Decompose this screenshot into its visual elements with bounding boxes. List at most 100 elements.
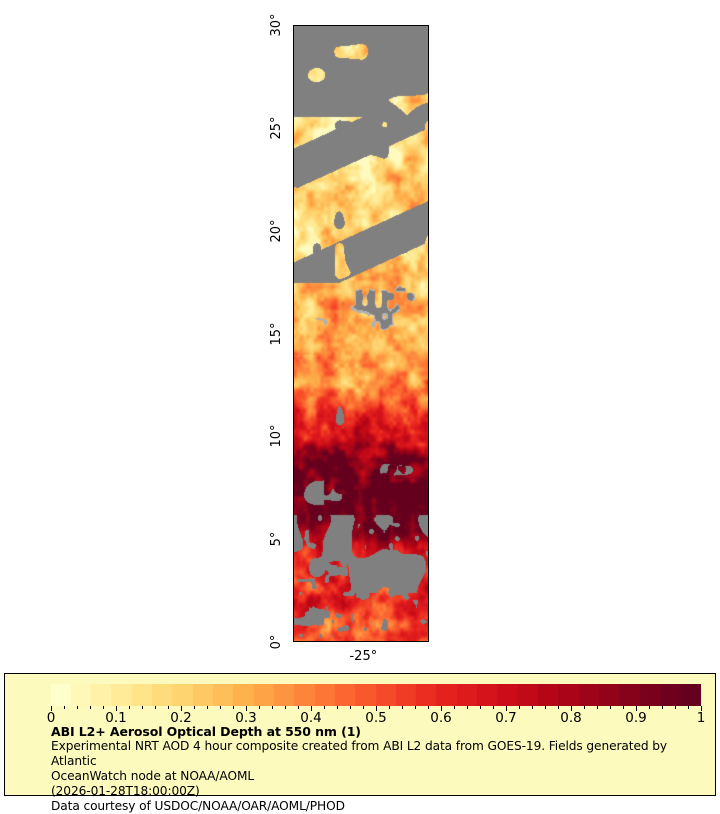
- map-plot-area[interactable]: [293, 25, 429, 642]
- y-axis-tick-minor: [293, 417, 294, 418]
- colorbar-tick-major: [181, 706, 182, 711]
- colorbar-tick-minor: [194, 706, 195, 709]
- caption-title: ABI L2+ Aerosol Optical Depth at 550 nm …: [51, 724, 361, 739]
- y-axis-tick-minor: [293, 293, 294, 294]
- colorbar-tick-minor: [389, 706, 390, 709]
- x-axis-tick-minor: [317, 641, 318, 642]
- colorbar-tick-minor: [64, 706, 65, 709]
- y-axis-tick-label: 15°: [269, 321, 284, 346]
- legend-panel: 0 0.1 0.2 0.3 0.4 0.5 0.6 0.7 0.8 0.9 1 ABI L2+ Ae…: [4, 673, 716, 813]
- colorbar-tick-minor: [597, 706, 598, 709]
- caption-line-2: OceanWatch node at NOAA/AOML: [51, 769, 255, 783]
- colorbar-tick-minor: [272, 706, 273, 709]
- map-panel: -25° 0° 5° 10° 15° 20° 25° 30°: [269, 13, 429, 664]
- y-axis-tick-minor: [293, 520, 294, 521]
- colorbar-tick-label: 0.9: [625, 710, 647, 726]
- colorbar-tick-minor: [285, 706, 286, 709]
- y-axis-tick-minor: [293, 396, 294, 397]
- colorbar-tick-minor: [77, 706, 78, 709]
- colorbar-tick-minor: [155, 706, 156, 709]
- y-axis-tick-minor: [293, 47, 294, 48]
- y-axis-tick-minor: [293, 170, 294, 171]
- colorbar-gradient: [51, 684, 701, 706]
- colorbar-tick-minor: [545, 706, 546, 709]
- colorbar-tick-label: 0.5: [365, 710, 387, 726]
- x-axis-tick-minor: [411, 641, 412, 642]
- colorbar-tick-major: [116, 706, 117, 711]
- y-axis-tick-minor: [293, 478, 294, 479]
- caption-line-3: (2026-01-28T18:00:00Z): [51, 783, 200, 798]
- y-axis-tick-major: [293, 232, 294, 233]
- colorbar-tick-minor: [662, 706, 663, 709]
- colorbar-tick-minor: [103, 706, 104, 709]
- colorbar-tick-minor: [519, 706, 520, 709]
- y-axis-tick-minor: [293, 602, 294, 603]
- y-axis-tick-label: 5°: [269, 531, 284, 547]
- x-axis-tick-minor: [333, 641, 334, 642]
- colorbar-tick-minor: [454, 706, 455, 709]
- y-axis-tick-major: [293, 335, 294, 336]
- y-axis-tick-minor: [293, 314, 294, 315]
- caption-line-4: Data courtesy of USDOC/NOAA/OAR/AOML/PHO…: [51, 798, 345, 813]
- colorbar-tick-minor: [350, 706, 351, 709]
- colorbar-tick-minor: [207, 706, 208, 709]
- y-axis-tick-minor: [293, 622, 294, 623]
- colorbar-tick-minor: [649, 706, 650, 709]
- colorbar-tick-minor: [233, 706, 234, 709]
- y-axis-tick-minor: [293, 561, 294, 562]
- x-axis-tick-minor: [380, 641, 381, 642]
- y-axis-tick-minor: [293, 191, 294, 192]
- x-axis-tick-label: -25°: [349, 649, 378, 664]
- x-axis-tick-minor: [349, 641, 350, 642]
- y-axis-tick-major: [293, 437, 294, 438]
- colorbar-tick-minor: [493, 706, 494, 709]
- colorbar-tick-minor: [675, 706, 676, 709]
- colorbar-tick-minor: [337, 706, 338, 709]
- colorbar-tick-minor: [610, 706, 611, 709]
- y-axis-tick-minor: [293, 273, 294, 274]
- y-axis-tick-major: [293, 129, 294, 130]
- colorbar-tick-minor: [324, 706, 325, 709]
- y-axis-tick-minor: [293, 67, 294, 68]
- y-axis-tick-minor: [293, 355, 294, 356]
- y-axis-tick-minor: [293, 108, 294, 109]
- colorbar-tick-label: 0.6: [430, 710, 452, 726]
- colorbar-tick-major: [571, 706, 572, 711]
- y-axis-tick-minor: [293, 376, 294, 377]
- colorbar-tick-label: 0.7: [495, 710, 517, 726]
- y-axis-tick-major: [293, 26, 294, 27]
- colorbar-tick-minor: [415, 706, 416, 709]
- colorbar-tick-major: [636, 706, 637, 711]
- colorbar-tick-major: [376, 706, 377, 711]
- y-axis-tick-minor: [293, 581, 294, 582]
- colorbar-tick-major: [311, 706, 312, 711]
- colorbar-tick-minor: [558, 706, 559, 709]
- colorbar-tick-minor: [363, 706, 364, 709]
- colorbar-tick-major: [51, 706, 52, 711]
- colorbar-tick-minor: [532, 706, 533, 709]
- x-axis-tick-major: [364, 641, 365, 642]
- colorbar-tick-minor: [623, 706, 624, 709]
- y-axis-tick-label: 10°: [269, 424, 284, 448]
- y-axis-tick-major: [293, 540, 294, 541]
- colorbar-tick-major: [506, 706, 507, 711]
- colorbar-tick-minor: [90, 706, 91, 709]
- colorbar-tick-label: 0.1: [105, 710, 127, 726]
- y-axis-tick-label: 25°: [269, 116, 284, 140]
- y-axis-tick-minor: [293, 458, 294, 459]
- colorbar[interactable]: 0 0.1 0.2 0.3 0.4 0.5 0.6 0.7 0.8 0.9 1: [47, 684, 705, 725]
- x-axis-tick-minor: [427, 641, 428, 642]
- colorbar-tick-label: 0.8: [560, 710, 582, 726]
- y-axis-tick-minor: [293, 252, 294, 253]
- colorbar-tick-label: 0: [46, 710, 56, 726]
- y-axis-tick-minor: [293, 499, 294, 500]
- colorbar-tick-minor: [168, 706, 169, 709]
- colorbar-tick-minor: [584, 706, 585, 709]
- y-axis-tick-label: 30°: [269, 13, 284, 37]
- colorbar-tick-minor: [259, 706, 260, 709]
- x-axis-tick-minor: [396, 641, 397, 642]
- colorbar-tick-minor: [298, 706, 299, 709]
- caption-block: ABI L2+ Aerosol Optical Depth at 550 nm …: [51, 724, 711, 814]
- colorbar-tick-label: 1: [696, 710, 706, 726]
- colorbar-tick-major: [441, 706, 442, 711]
